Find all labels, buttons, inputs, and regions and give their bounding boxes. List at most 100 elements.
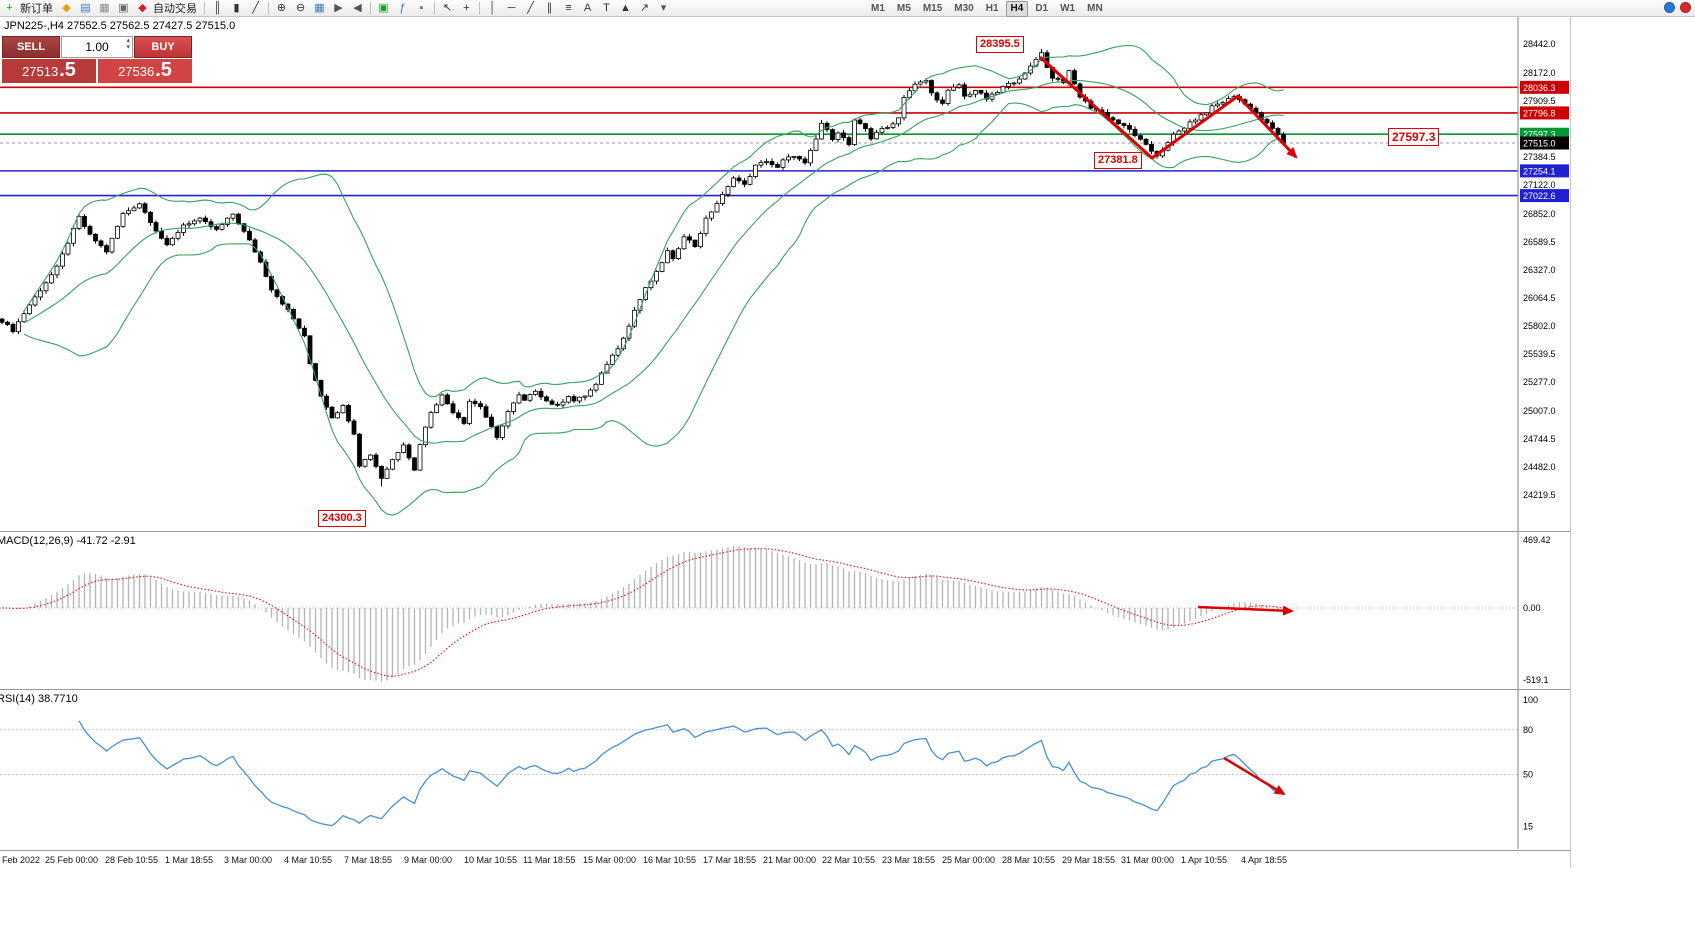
bollinger-bands	[23, 44, 1284, 516]
auto-scroll-icon[interactable]: ▶	[334, 1, 343, 14]
volume-value: 1.00	[85, 40, 109, 54]
time-label: 10 Mar 10:55	[464, 855, 518, 865]
community-icon[interactable]	[1664, 2, 1675, 13]
arrows-icon[interactable]: ↗	[639, 1, 650, 14]
rsi-panel[interactable]: 100 80 50 15	[0, 690, 1570, 849]
candles-layer	[0, 48, 1286, 487]
price-chip	[1520, 106, 1569, 120]
time-label: 28 Feb 10:55	[105, 855, 159, 865]
volume-input[interactable]: 1.00 ▴ ▾	[61, 36, 133, 58]
chart-title: JPN225-,H4 27552.5 27562.5 27427.5 27515…	[4, 20, 236, 32]
new-order-icon[interactable]: +	[6, 1, 13, 14]
time-label: 29 Mar 18:55	[1062, 855, 1116, 865]
svg-text:26327.0: 26327.0	[1523, 265, 1556, 275]
one-click-trading-panel: SELL 1.00 ▴ ▾ BUY 27513.5 27536.5	[2, 36, 192, 83]
sell-price-pips: .5	[59, 59, 76, 81]
svg-text:469.42: 469.42	[1523, 535, 1551, 545]
autotrading-icon[interactable]: ◆	[138, 1, 147, 14]
time-label: 4 Mar 10:55	[284, 855, 333, 865]
autotrading-label[interactable]: 自动交易	[153, 3, 197, 15]
time-label: 16 Mar 10:55	[643, 855, 697, 865]
panel-separator[interactable]	[0, 689, 1570, 690]
cursor-icon[interactable]: ↖	[442, 1, 453, 14]
trendline-icon[interactable]: ╱	[527, 1, 534, 14]
text-icon[interactable]: A	[583, 1, 592, 14]
time-label: 15 Mar 00:00	[583, 855, 637, 865]
candlestick-chart-icon[interactable]: ▮	[233, 1, 240, 14]
dropdown-icon[interactable]: ▾	[660, 1, 667, 14]
annotation-target[interactable]: 27597.3	[1388, 128, 1440, 147]
toolbar-separator	[268, 2, 269, 14]
timeframe-m15[interactable]: M15	[922, 3, 943, 14]
zoom-out-icon[interactable]: ⊖	[295, 1, 306, 14]
fibonacci-icon[interactable]: ≡	[565, 1, 572, 14]
toolbar-separator	[370, 2, 371, 14]
svg-text:28442.0: 28442.0	[1523, 39, 1556, 49]
bar-chart-icon[interactable]: ║	[213, 1, 222, 14]
indicators-icon[interactable]: ƒ	[399, 1, 406, 14]
tile-windows-icon[interactable]: ▦	[314, 1, 325, 14]
svg-text:25277.0: 25277.0	[1523, 377, 1556, 387]
new-order-label[interactable]: 新订单	[20, 3, 53, 15]
toolbar-separator	[204, 2, 205, 14]
horizontal-line-icon[interactable]: ─	[507, 1, 516, 14]
terminal-icon[interactable]: ▣	[118, 1, 129, 14]
main-price-chart[interactable]: 28442.0 28172.0 27909.5 27384.5 27122.0 26852…	[0, 17, 1570, 531]
shapes-icon[interactable]: ▲	[620, 1, 631, 14]
timeframe-m30[interactable]: M30	[954, 3, 974, 14]
macd-panel[interactable]: 469.42 0.00 -519.1	[0, 532, 1570, 689]
navigator-icon[interactable]: ▦	[99, 1, 110, 14]
buy-price[interactable]: 27536.5	[98, 59, 192, 83]
toolbar-right-group	[1664, 2, 1691, 13]
timeframe-m5[interactable]: M5	[896, 3, 911, 14]
price-axis[interactable]: 28442.0 28172.0 27909.5 27384.5 27122.0 26852…	[1517, 17, 1569, 531]
buy-button[interactable]: BUY	[134, 36, 192, 58]
svg-text:27022.6: 27022.6	[1523, 191, 1556, 201]
svg-text:27384.5: 27384.5	[1523, 152, 1556, 162]
timeframe-mn[interactable]: MN	[1087, 3, 1103, 14]
spin-down-icon[interactable]: ▾	[126, 43, 130, 51]
svg-text:25539.5: 25539.5	[1523, 349, 1556, 359]
line-chart-icon[interactable]: ╱	[252, 1, 259, 14]
timeframe-d1[interactable]: D1	[1035, 3, 1049, 14]
timeframe-h4[interactable]: H4	[1005, 1, 1029, 17]
volume-spinner[interactable]: ▴ ▾	[126, 37, 130, 51]
svg-text:50: 50	[1523, 770, 1533, 780]
annotation-pullback-low[interactable]: 27381.8	[1094, 152, 1142, 170]
svg-text:27796.8: 27796.8	[1523, 108, 1556, 118]
market-watch-icon[interactable]: ▤	[80, 1, 91, 14]
time-axis[interactable]: Feb 2022 25 Feb 00:00 28 Feb 10:55 1 Mar 18…	[0, 850, 1570, 868]
new-chart-icon[interactable]: ▣	[378, 1, 389, 14]
profiles-icon[interactable]: ◆	[62, 1, 71, 14]
templates-icon[interactable]: ▪	[419, 1, 424, 14]
vertical-line-icon[interactable]: │	[489, 1, 496, 14]
sell-price[interactable]: 27513.5	[2, 59, 96, 83]
crosshair-icon[interactable]: +	[463, 1, 470, 14]
timeframe-h1[interactable]: H1	[985, 3, 999, 14]
annotation-bottom[interactable]: 24300.3	[318, 510, 366, 528]
trend-arrow[interactable]	[1038, 55, 1298, 160]
horizontal-level-lines[interactable]	[0, 86, 1518, 197]
sell-price-main: 27513	[22, 64, 59, 79]
channel-icon[interactable]: ∥	[546, 1, 553, 14]
chart-shift-icon[interactable]: ◀	[353, 1, 362, 14]
timeframe-m1[interactable]: M1	[871, 3, 885, 14]
svg-text:26589.5: 26589.5	[1523, 237, 1556, 247]
chart-window-border	[1570, 17, 1571, 868]
time-label: 22 Mar 10:55	[822, 855, 876, 865]
rsi-arrow[interactable]	[1223, 756, 1286, 796]
annotation-peak[interactable]: 28395.5	[976, 36, 1024, 54]
price-chip	[1520, 189, 1569, 203]
macd-arrow[interactable]	[1197, 605, 1294, 616]
timeframe-w1[interactable]: W1	[1060, 3, 1076, 14]
spin-up-icon[interactable]: ▴	[126, 37, 130, 44]
live-update-icon[interactable]	[1680, 2, 1691, 13]
toolbar-separator	[434, 2, 435, 14]
zoom-in-icon[interactable]: ⊕	[276, 1, 287, 14]
label-icon[interactable]: T	[603, 1, 610, 14]
panel-separator[interactable]	[0, 531, 1570, 532]
price-chip	[1520, 80, 1569, 94]
time-label: Feb 2022	[2, 855, 41, 865]
sell-button[interactable]: SELL	[2, 36, 60, 58]
svg-text:27515.0: 27515.0	[1523, 139, 1556, 149]
